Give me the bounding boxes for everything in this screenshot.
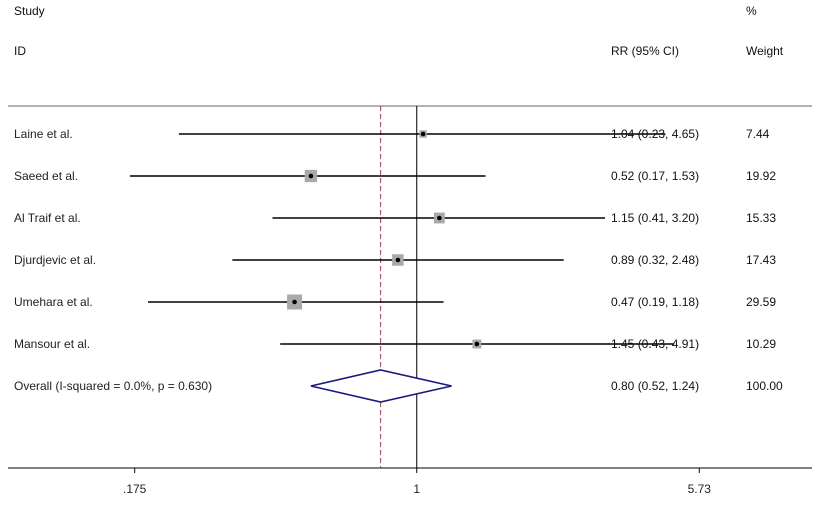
study-label: Mansour et al. [14,337,91,351]
header-study: Study [14,4,45,18]
overall-label: Overall (I-squared = 0.0%, p = 0.630) [14,379,213,393]
study-weight: 19.92 [746,169,777,183]
study-ci: 1.04 (0.23, 4.65) [611,127,700,141]
overall-diamond [310,369,452,403]
overall-ci: 0.80 (0.52, 1.24) [611,379,700,393]
study-weight: 10.29 [746,337,777,351]
study-ci: 1.45 (0.43, 4.91) [611,337,700,351]
x-tick-label: 1 [413,482,421,496]
point-estimate [395,257,401,263]
study-ci: 1.15 (0.41, 3.20) [611,211,700,225]
study-ci: 0.47 (0.19, 1.18) [611,295,700,309]
study-label: Umehara et al. [14,295,93,309]
point-estimate [437,215,442,221]
study-label: Laine et al. [14,127,73,141]
header-weight: Weight [746,44,784,58]
point-estimate [292,299,297,305]
overall-weight: 100.00 [746,379,783,393]
header-rr: RR (95% CI) [611,44,680,58]
study-label: Saeed et al. [14,169,79,183]
study-ci: 0.52 (0.17, 1.53) [611,169,700,183]
point-estimate [420,131,426,137]
point-estimate [308,173,314,179]
study-weight: 15.33 [746,211,777,225]
point-estimate [474,341,480,347]
x-tick-label: 5.73 [687,482,711,496]
study-label: Al Traif et al. [14,211,81,225]
study-weight: 7.44 [746,127,770,141]
study-ci: 0.89 (0.32, 2.48) [611,253,700,267]
x-tick-label: .175 [122,482,147,496]
study-label: Djurdjevic et al. [14,253,97,267]
header-percent: % [746,4,757,18]
header-id: ID [14,44,26,58]
study-weight: 17.43 [746,253,777,267]
study-weight: 29.59 [746,295,777,309]
